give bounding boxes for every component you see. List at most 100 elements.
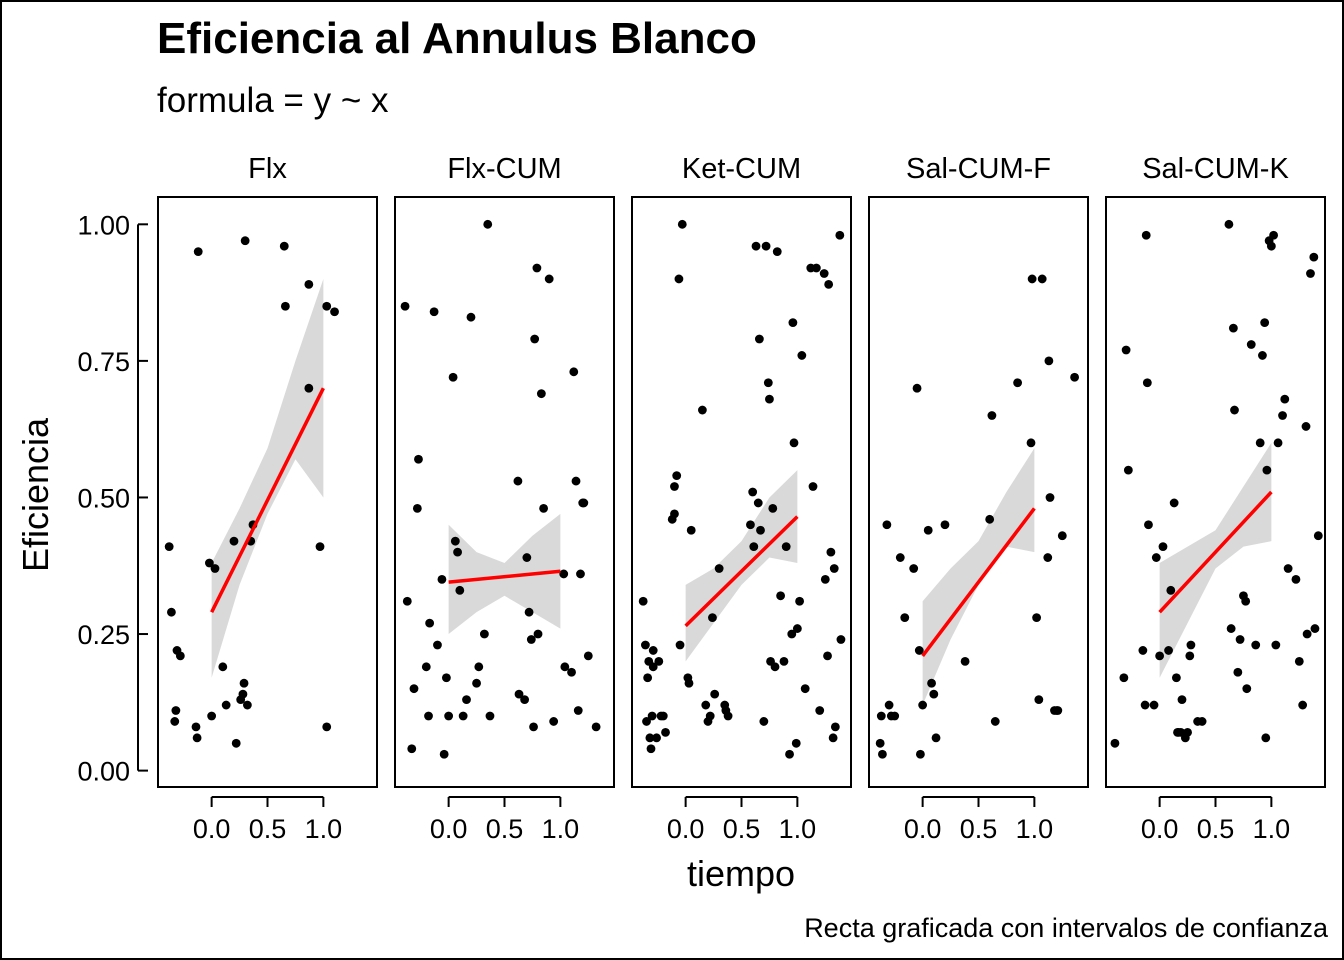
data-point [800,684,810,694]
data-point [1057,531,1067,541]
data-point [677,219,687,229]
data-point [400,301,410,311]
data-point [763,378,773,388]
data-point [583,651,593,661]
data-point [1142,378,1152,388]
data-point [929,689,939,699]
data-point [1186,640,1196,650]
data-point [1224,219,1234,229]
data-point [453,547,462,557]
data-point [1119,673,1129,683]
data-point [193,247,203,257]
data-point [1144,520,1153,530]
data-point [192,733,202,743]
data-point [167,607,176,617]
data-point [1260,318,1270,328]
x-tick-label: 0.5 [1197,814,1235,844]
data-point [304,280,314,289]
facet-panel: Flx 0.0 0.5 1.0 [157,153,378,844]
data-point [576,569,585,579]
data-point [765,394,774,404]
data-point [421,662,431,672]
x-tick-label: 0.0 [904,814,942,844]
data-point [835,230,845,240]
data-point [795,596,805,606]
x-tick-label: 0.0 [193,814,231,844]
data-point [304,383,314,393]
data-point [1037,274,1047,284]
data-point [670,482,679,491]
data-point [279,241,289,251]
data-point [170,717,180,726]
data-point [466,312,476,322]
data-point [1123,465,1133,475]
data-point [1043,553,1053,562]
data-point [779,656,789,666]
data-point [824,280,834,289]
data-point [791,738,801,748]
regression-line [921,507,1036,657]
data-point [533,629,543,639]
data-point [990,717,1000,726]
data-point [529,722,538,732]
data-point [1302,629,1312,639]
data-point [549,717,559,726]
data-point [909,564,919,573]
data-point [882,520,892,530]
confidence-band [211,278,324,678]
data-point [714,564,724,573]
data-point [1230,405,1239,415]
data-point [915,749,925,759]
y-axis-label: Eficiencia [15,417,56,572]
data-point [788,318,798,328]
data-point [884,700,894,710]
data-point [776,591,786,601]
regression-line [448,569,561,584]
data-point [828,733,838,743]
data-point [1310,624,1320,633]
data-point [1151,553,1161,562]
chart-caption: Recta graficada con intervalos de confia… [804,913,1329,943]
data-point [1027,274,1037,284]
data-point [710,689,720,699]
data-point [638,596,648,606]
data-point [648,646,658,655]
data-point [569,367,579,377]
data-point [1241,596,1251,606]
data-point [1228,323,1238,333]
facet-strip-label: Sal-CUM-F [906,153,1051,185]
data-point [675,640,685,650]
data-point [472,678,481,688]
data-point [439,749,449,759]
data-point [1261,733,1271,743]
data-point [402,596,412,606]
data-point [914,646,924,655]
data-point [330,307,339,317]
data-point [229,536,239,546]
data-point [322,722,332,732]
data-point [641,640,650,650]
data-point [748,487,758,497]
data-point [1301,422,1311,431]
data-point [175,651,185,661]
data-point [746,520,755,530]
y-tick-label: 0.25 [77,620,130,650]
data-point [1309,252,1319,262]
data-point [1169,498,1179,508]
data-point [674,274,684,284]
data-point [789,438,799,448]
data-point [573,706,583,715]
data-point [826,547,836,557]
data-point [661,727,670,737]
data-point [1138,646,1148,655]
y-tick-label: 0.00 [77,757,130,787]
data-point [1273,438,1283,448]
data-point [1140,700,1150,710]
data-point [642,717,651,726]
data-point [544,274,554,284]
data-point [526,635,536,644]
data-point [1044,356,1054,366]
data-point [761,241,771,251]
data-point [1298,700,1308,710]
data-point [1121,345,1131,355]
